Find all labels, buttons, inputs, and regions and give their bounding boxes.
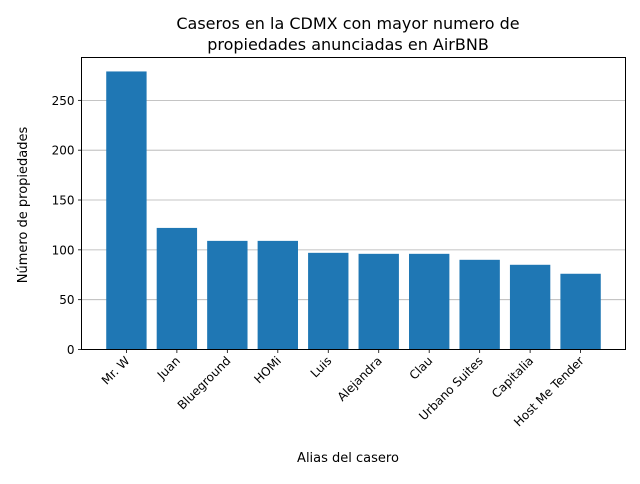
x-tick-label-6: Clau — [407, 354, 436, 383]
x-tick-label-3: HOMi — [251, 354, 284, 387]
bar-7 — [459, 260, 499, 350]
chart-title-line-2: propiedades anunciadas en AirBNB — [207, 35, 489, 54]
x-tick-label-8: Capitalia — [489, 354, 536, 401]
x-axis-label: Alias del casero — [297, 451, 399, 466]
bar-5 — [359, 254, 399, 350]
bar-9 — [560, 274, 600, 350]
y-tick-label-250: 250 — [52, 94, 75, 108]
bar-2 — [207, 241, 247, 350]
bar-1 — [157, 228, 197, 350]
x-tick-label-4: Luis — [308, 354, 335, 381]
x-tick-label-2: Blueground — [175, 354, 234, 413]
y-tick-label-100: 100 — [52, 243, 75, 257]
x-tick-label-1: Juan — [154, 354, 183, 383]
y-tick-label-150: 150 — [52, 194, 75, 208]
bars — [106, 71, 601, 349]
y-axis-ticks: 0 50 100 150 200 250 — [52, 94, 82, 357]
y-axis-label: Número de propiedades — [16, 127, 31, 284]
x-tick-label-5: Alejandra — [335, 354, 385, 404]
y-tick-label-0: 0 — [67, 343, 75, 357]
bar-4 — [308, 253, 348, 350]
y-tick-label-50: 50 — [59, 293, 74, 307]
y-tick-label-200: 200 — [52, 144, 75, 158]
bar-3 — [258, 241, 298, 350]
chart-title-line-1: Caseros en la CDMX con mayor numero de — [176, 14, 519, 33]
bar-6 — [409, 254, 449, 350]
x-tick-label-0: Mr. W — [99, 354, 133, 388]
bar-8 — [510, 265, 550, 350]
bar-0 — [106, 71, 146, 349]
